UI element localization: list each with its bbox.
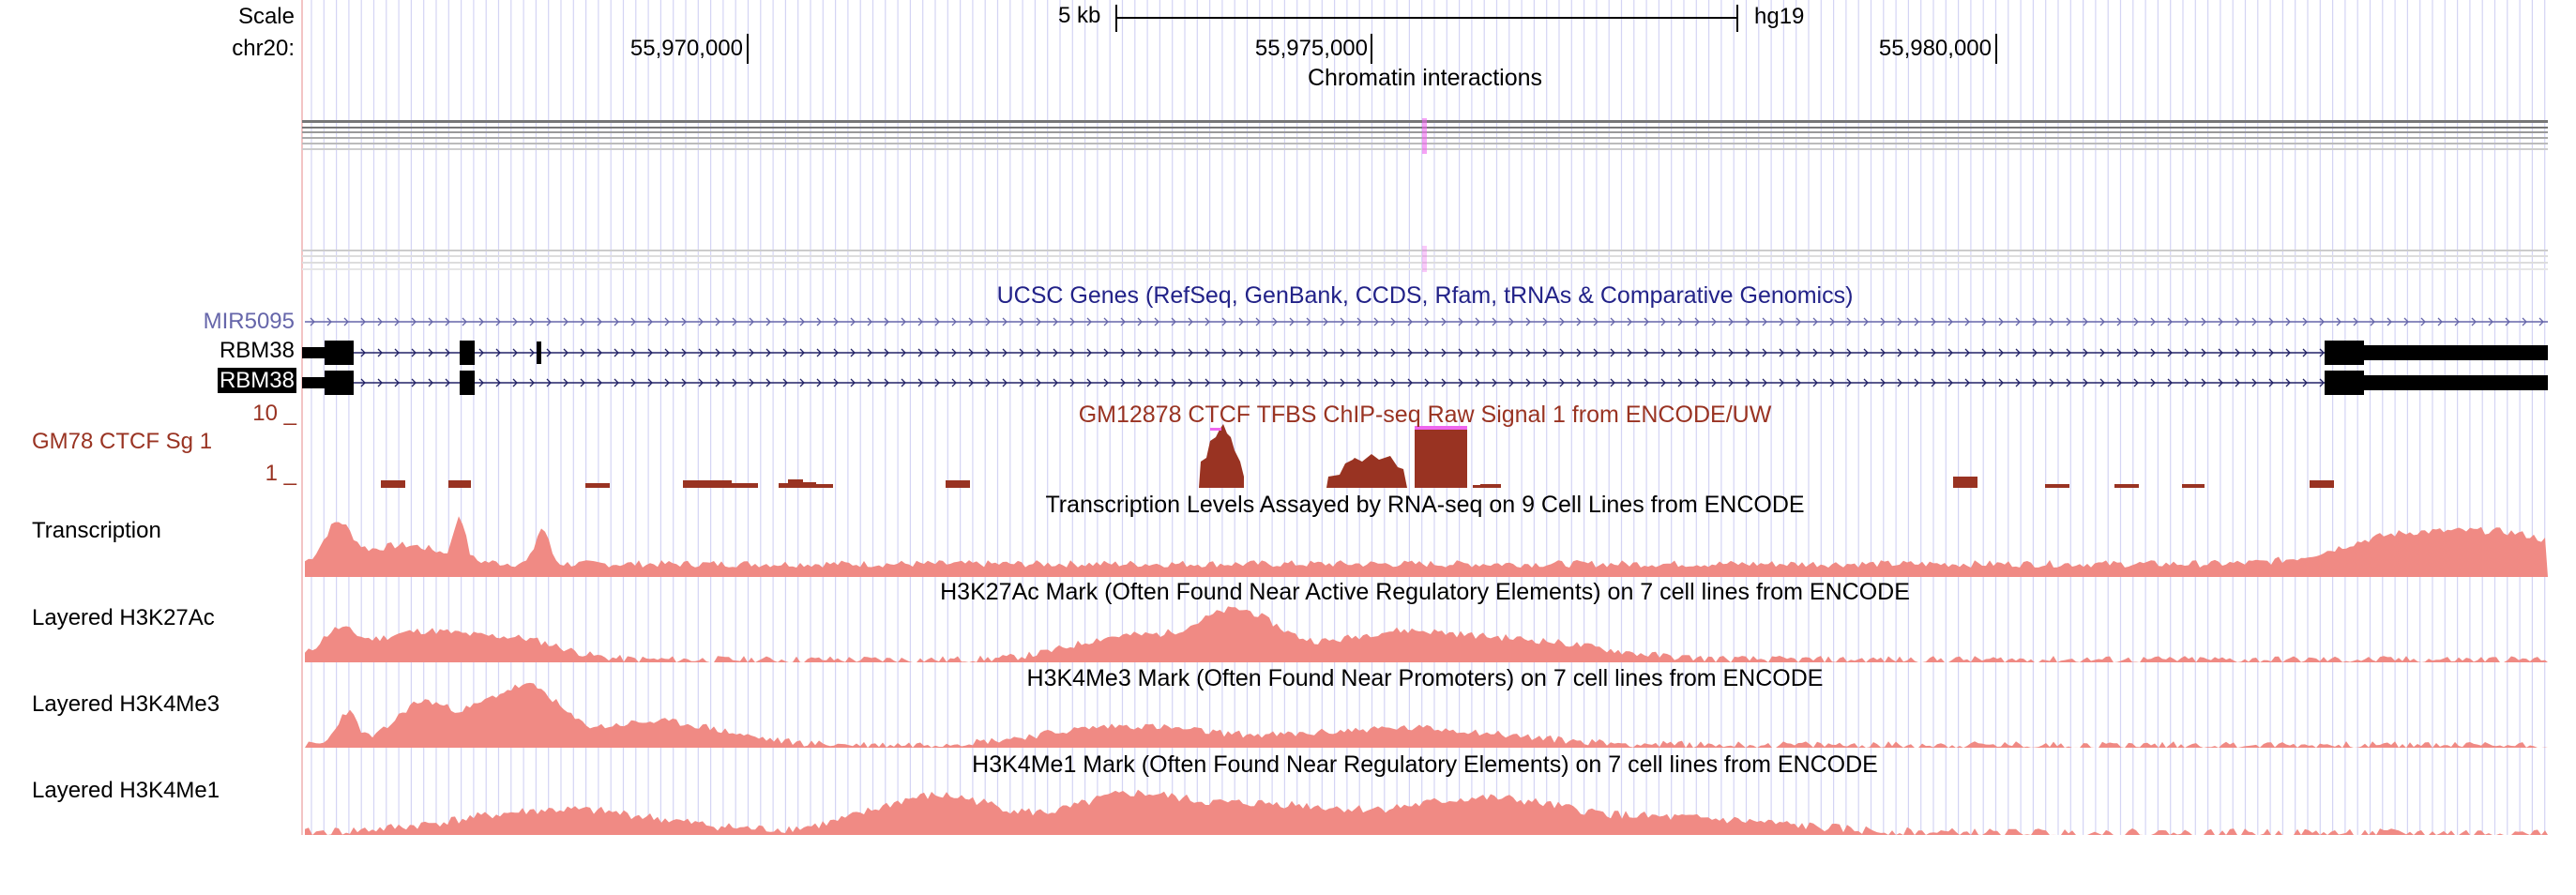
chromatin-interactions-track[interactable] xyxy=(302,118,2548,272)
ctcf-ymax-label: 10 _ xyxy=(252,401,296,426)
position-tick-3: 55,980,000 xyxy=(1878,36,1992,61)
chromatin-track-title: Chromatin interactions xyxy=(1307,65,1543,91)
chrom-label: chr20: xyxy=(232,36,295,61)
vertical-gridlines xyxy=(311,0,2546,835)
gene-label-mir5095[interactable]: MIR5095 xyxy=(113,309,295,335)
h3k27ac-signal[interactable] xyxy=(305,606,2548,662)
ctcf-signal[interactable] xyxy=(381,424,2334,488)
ctcf-track-label[interactable]: GM78 CTCF Sg 1 xyxy=(32,429,213,454)
h3k27ac-track-label[interactable]: Layered H3K27Ac xyxy=(32,605,215,630)
scale-bar-label: 5 kb xyxy=(1058,3,1101,28)
h3k4me3-track-label[interactable]: Layered H3K4Me3 xyxy=(32,691,220,717)
h3k4me1-track-label[interactable]: Layered H3K4Me1 xyxy=(32,778,220,803)
gene-label-text: MIR5095 xyxy=(203,309,295,334)
h3k4me3-signal[interactable] xyxy=(305,682,2548,748)
h3k4me3-track-title: H3K4Me3 Mark (Often Found Near Promoters… xyxy=(1026,665,1824,691)
assembly-label: hg19 xyxy=(1754,4,1805,29)
gene-label-rbm38[interactable]: RBM38 xyxy=(113,338,295,364)
scale-label: Scale xyxy=(237,4,295,29)
position-tick-2: 55,975,000 xyxy=(1254,36,1368,61)
position-tick-1: 55,970,000 xyxy=(629,36,743,61)
transcription-track-title: Transcription Levels Assayed by RNA-seq … xyxy=(1045,492,1805,518)
h3k4me1-track-title: H3K4Me1 Mark (Often Found Near Regulator… xyxy=(972,751,1878,778)
transcription-signal[interactable] xyxy=(305,516,2548,577)
transcription-track-label[interactable]: Transcription xyxy=(32,518,161,543)
gene-label-text: RBM38 xyxy=(217,368,296,393)
highlight-marker xyxy=(1422,118,1427,154)
gene-models[interactable] xyxy=(302,317,2548,395)
genes-track-title: UCSC Genes (RefSeq, GenBank, CCDS, Rfam,… xyxy=(996,282,1854,309)
gene-label-text: RBM38 xyxy=(219,338,295,363)
gene-label-rbm38-selected[interactable]: RBM38 xyxy=(113,368,296,394)
ctcf-ymin-label: 1 _ xyxy=(265,461,296,486)
h3k4me1-signal[interactable] xyxy=(305,789,2548,835)
h3k27ac-track-title: H3K27Ac Mark (Often Found Near Active Re… xyxy=(940,579,1910,605)
ctcf-track-title: GM12878 CTCF TFBS ChIP-seq Raw Signal 1 … xyxy=(1078,402,1772,428)
